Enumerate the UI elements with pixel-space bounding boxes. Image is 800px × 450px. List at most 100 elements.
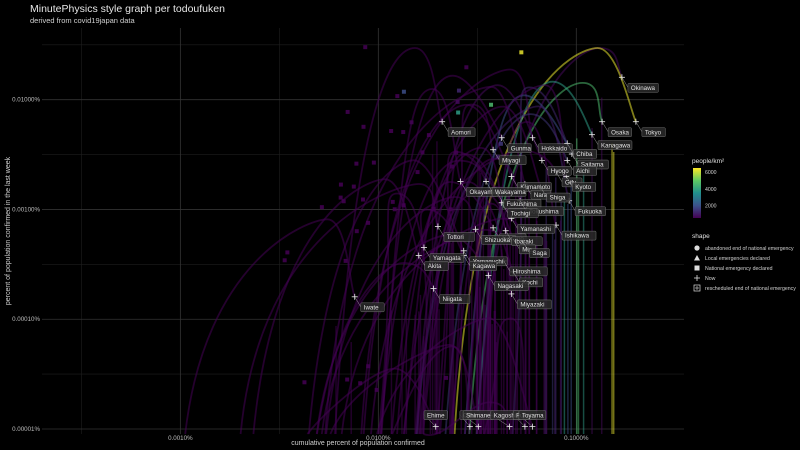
emergency-marker <box>338 182 343 187</box>
label-box <box>443 232 475 242</box>
label-box <box>507 208 539 218</box>
label-leader <box>354 296 361 307</box>
label-box <box>517 224 556 234</box>
label-leader <box>441 121 449 132</box>
label-box <box>573 149 597 159</box>
label-box <box>494 281 529 291</box>
emergency-marker <box>464 65 469 70</box>
emergency-marker <box>455 99 460 104</box>
prefecture-label: Hiroshima <box>513 268 541 275</box>
emergency-marker <box>302 380 307 385</box>
emergency-marker <box>341 199 346 204</box>
prefecture-labels: Okinawa Tokyo Osaka Kanagawa Aomori Gunma Hokk… <box>354 77 666 427</box>
prefecture-label: Akita <box>428 263 442 270</box>
trail-line <box>380 74 503 435</box>
label-box <box>491 187 527 197</box>
label-box <box>572 182 596 192</box>
trail-line <box>463 202 513 435</box>
emergency-marker <box>354 161 359 166</box>
label-leader <box>513 238 520 249</box>
trail-line <box>316 262 435 435</box>
color-legend-tick: 6000 <box>705 170 717 176</box>
chart-subtitle: derived from covid19japan data <box>30 16 135 25</box>
label-leader <box>635 121 643 132</box>
label-leader <box>501 202 508 213</box>
emergency-marker <box>366 364 371 369</box>
emergency-marker <box>345 109 350 114</box>
label-box <box>424 261 449 271</box>
emergency-marker <box>366 220 371 225</box>
grid <box>42 28 684 434</box>
emergency-marker <box>431 206 436 211</box>
emergency-marker <box>392 207 397 212</box>
trail-line <box>476 47 623 435</box>
prefecture-label: Mie <box>522 246 533 253</box>
prefecture-label: Kumamoto <box>520 184 550 191</box>
shape-legend-label: abandoned end of national emergency <box>705 246 794 252</box>
trail-line <box>483 317 526 435</box>
label-leader <box>513 271 520 282</box>
label-leader <box>567 160 574 171</box>
prefecture-label: Hyogo <box>551 168 569 175</box>
prefecture-label: Hokkaido <box>541 145 567 152</box>
label-box <box>561 230 597 241</box>
label-leader <box>555 225 563 236</box>
emergency-marker <box>401 203 406 208</box>
label-leader <box>511 293 518 305</box>
prefecture-label: Toyama <box>522 412 544 419</box>
label-leader <box>523 242 530 253</box>
emergency-marker <box>395 94 400 99</box>
emergency-marker <box>390 199 395 204</box>
label-leader <box>567 143 574 154</box>
prefecture-label: Okayama <box>469 189 496 196</box>
emergency-marker <box>351 184 356 189</box>
label-box <box>529 248 550 258</box>
trail-line <box>184 218 356 435</box>
prefecture-label: Shiga <box>550 195 566 202</box>
trail-line <box>362 103 513 435</box>
label-leader <box>541 160 549 171</box>
shape-legend-label: Now <box>705 276 716 282</box>
prefecture-label: Niigata <box>443 296 463 303</box>
trail-line <box>377 192 425 435</box>
prefecture-label: Kagoshima <box>494 412 526 419</box>
color-legend-title: people/km² <box>692 158 725 165</box>
legend-square-icon <box>694 265 700 271</box>
prefecture-label: Okinawa <box>631 85 656 92</box>
label-leader <box>501 137 508 148</box>
y-tick-label: 0.01000% <box>12 97 40 104</box>
legend-boxed-plus-icon <box>693 284 701 292</box>
x-axis-title: cumulative percent of population confirm… <box>291 440 425 447</box>
y-axis-title: percent of population confirmed in the l… <box>5 156 12 305</box>
label-leader <box>511 176 518 187</box>
emergency-marker <box>343 258 348 263</box>
label-leader <box>433 288 440 299</box>
label-box <box>641 127 666 137</box>
emergency-marker <box>456 110 461 115</box>
label-leader <box>503 260 510 271</box>
y-tick-label: 0.00100% <box>12 206 40 213</box>
emergency-marker <box>454 150 459 155</box>
label-leader <box>621 77 629 88</box>
emergency-marker <box>420 150 425 155</box>
legend-triangle-icon <box>694 255 700 261</box>
emergency-marker <box>444 375 449 380</box>
label-leader <box>524 184 532 195</box>
label-leader <box>511 218 518 229</box>
label-leader <box>488 275 495 286</box>
label-box <box>498 155 527 165</box>
prefecture-label: Saitama <box>581 162 604 169</box>
label-box <box>469 261 497 271</box>
trail-line <box>329 343 480 435</box>
label-box <box>423 410 448 420</box>
shape-legend-label: Local emergencies declared <box>705 256 770 262</box>
emergency-marker <box>430 251 435 256</box>
trail-line <box>324 85 526 435</box>
emergency-marker <box>371 160 376 165</box>
prefecture-label: Tokyo <box>645 129 662 136</box>
label-box <box>518 410 547 420</box>
label-box <box>507 143 532 153</box>
trail-line <box>252 178 420 435</box>
shape-legend-label: rescheduled end of national emergency <box>705 286 796 292</box>
